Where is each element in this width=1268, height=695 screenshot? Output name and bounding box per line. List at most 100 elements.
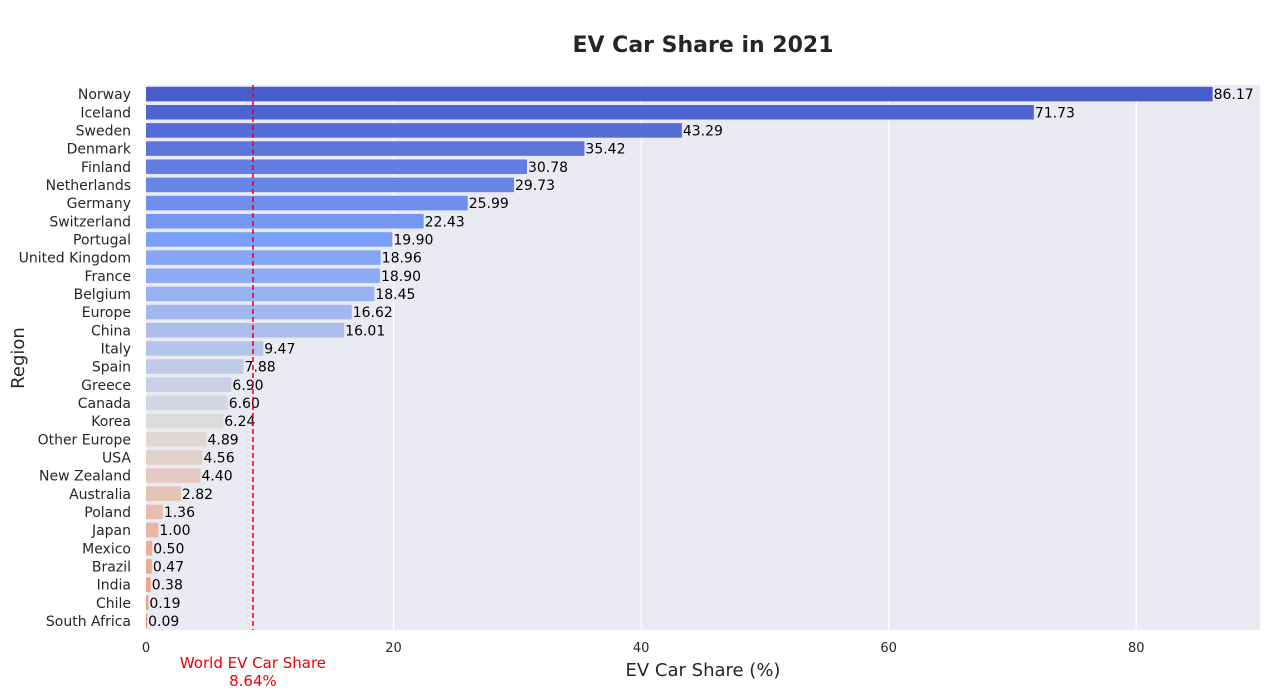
bar-value-label: 1.36 <box>164 505 195 521</box>
bar <box>146 595 149 611</box>
y-tick-label: South Africa <box>46 614 131 630</box>
bar-value-label: 4.89 <box>208 432 239 448</box>
bar-value-label: 0.50 <box>153 541 184 557</box>
y-tick-label: Canada <box>78 396 131 412</box>
bar-value-label: 0.47 <box>153 559 184 575</box>
bar <box>146 86 1213 102</box>
bar-value-label: 4.56 <box>203 450 234 466</box>
y-tick-label: Germany <box>67 196 131 212</box>
bar <box>146 195 468 211</box>
bar <box>146 504 163 520</box>
bar-value-label: 19.90 <box>393 232 433 248</box>
bar-value-label: 30.78 <box>528 160 568 176</box>
bar-value-label: 0.09 <box>148 614 179 630</box>
y-tick-label: Australia <box>69 487 131 503</box>
bar-value-label: 6.90 <box>232 378 263 394</box>
bar <box>146 232 393 247</box>
y-tick-label: Switzerland <box>49 214 131 230</box>
y-tick-label: India <box>97 578 131 594</box>
y-tick-label: Japan <box>91 523 131 539</box>
y-tick-label: USA <box>102 450 131 466</box>
bar <box>146 613 148 629</box>
bar-value-label: 18.90 <box>381 269 421 285</box>
bar-value-label: 9.47 <box>264 341 295 357</box>
bar <box>146 577 151 592</box>
bar-value-label: 1.00 <box>159 523 190 539</box>
world-average-value: 8.64% <box>229 672 277 690</box>
y-tick-label: Other Europe <box>38 432 131 448</box>
bar <box>146 450 203 465</box>
bar <box>146 322 345 338</box>
bar <box>146 395 228 411</box>
y-tick-label: Spain <box>92 360 131 376</box>
bar <box>146 250 381 265</box>
world-average-label: World EV Car Share <box>180 654 326 672</box>
y-tick-label: Iceland <box>80 105 131 121</box>
bar <box>146 213 424 229</box>
bar <box>146 359 244 374</box>
bar <box>146 304 352 320</box>
bar <box>146 413 224 429</box>
bar-value-label: 43.29 <box>683 123 723 139</box>
bar <box>146 123 682 138</box>
bar <box>146 522 159 538</box>
y-tick-label: Europe <box>82 305 131 321</box>
bar-value-label: 29.73 <box>515 178 555 194</box>
y-tick-label: Belgium <box>74 287 131 303</box>
bar <box>146 540 153 556</box>
bar <box>146 286 375 302</box>
x-tick-label: 20 <box>385 641 402 656</box>
bar-value-label: 71.73 <box>1035 105 1075 121</box>
bar-value-label: 16.01 <box>345 323 385 339</box>
plot-area <box>146 85 1260 630</box>
bar-value-label: 2.82 <box>182 487 213 503</box>
bar-value-label: 86.17 <box>1214 87 1254 103</box>
y-tick-label: Finland <box>81 160 131 176</box>
bar <box>146 268 380 284</box>
y-tick-label: China <box>91 323 131 339</box>
x-tick-label: 40 <box>633 641 650 656</box>
bar <box>146 468 201 483</box>
y-tick-label: Mexico <box>82 541 131 557</box>
bar-value-label: 6.24 <box>224 414 255 430</box>
bar-value-label: 16.62 <box>353 305 393 321</box>
y-tick-label: Poland <box>84 505 131 521</box>
y-tick-label: Brazil <box>92 559 131 575</box>
bar <box>146 141 585 156</box>
y-tick-label: Sweden <box>76 123 131 139</box>
x-tick-label: 60 <box>880 641 897 656</box>
x-tick-label: 0 <box>142 641 150 656</box>
bar-value-label: 22.43 <box>425 214 465 230</box>
bar-value-label: 0.19 <box>149 596 180 612</box>
y-tick-label: Netherlands <box>46 178 131 194</box>
bar <box>146 486 181 502</box>
y-tick-label: France <box>84 269 131 285</box>
bar-value-label: 6.60 <box>229 396 260 412</box>
bar <box>146 177 514 193</box>
bar-value-label: 25.99 <box>469 196 509 212</box>
y-tick-label: Chile <box>96 596 131 612</box>
bar-value-label: 0.38 <box>152 578 183 594</box>
y-tick-label: Portugal <box>73 232 131 248</box>
bar-value-label: 18.96 <box>382 251 422 267</box>
bar <box>146 159 527 175</box>
bar <box>146 559 152 574</box>
x-tick-label: 80 <box>1128 641 1145 656</box>
y-tick-label: Denmark <box>67 142 132 158</box>
y-tick-label: United Kingdom <box>19 251 131 267</box>
bar <box>146 104 1034 120</box>
y-tick-label: Italy <box>101 341 131 357</box>
bar-value-label: 7.88 <box>245 360 276 376</box>
y-tick-label: New Zealand <box>39 469 131 485</box>
bar <box>146 377 232 393</box>
y-tick-label: Korea <box>91 414 131 430</box>
x-axis-label: EV Car Share (%) <box>626 660 781 681</box>
chart-title: EV Car Share in 2021 <box>572 33 833 58</box>
bar <box>146 431 207 447</box>
bar-value-label: 35.42 <box>585 142 625 158</box>
y-tick-label: Greece <box>81 378 131 394</box>
bar-value-label: 18.45 <box>375 287 415 303</box>
y-tick-label: Norway <box>78 87 131 103</box>
